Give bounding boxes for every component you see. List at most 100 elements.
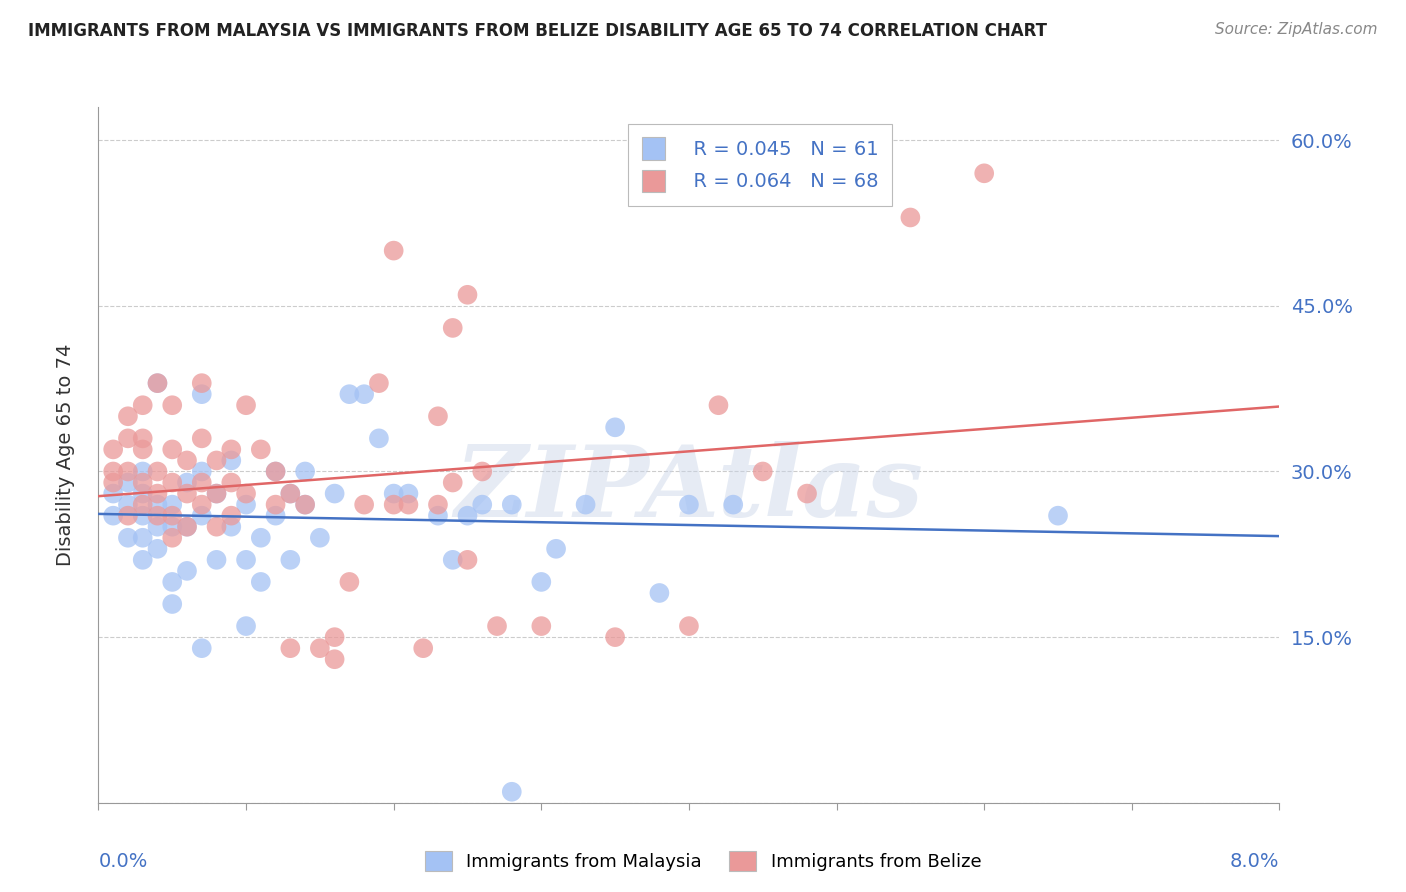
Point [441,553,464,567]
Point [471,498,494,512]
Point [396,486,419,500]
Point [146,519,169,533]
Point [162,442,183,457]
Point [162,519,183,533]
Point [176,475,198,490]
Point [117,508,139,523]
Point [146,376,169,391]
Point [264,498,287,512]
Point [162,508,183,523]
Point [485,619,508,633]
Point [176,519,198,533]
Point [176,453,198,467]
Point [605,420,627,434]
Point [191,498,214,512]
Point [162,475,183,490]
Point [103,442,125,457]
Point [205,486,228,500]
Point [456,508,478,523]
Point [323,486,346,500]
Point [278,553,302,567]
Point [456,553,478,567]
Point [162,398,183,412]
Point [162,498,183,512]
Point [205,486,228,500]
Point [132,465,155,479]
Point [103,475,125,490]
Point [278,641,302,656]
Point [103,486,125,500]
Point [367,376,389,391]
Text: 8.0%: 8.0% [1230,852,1279,871]
Text: 0.0%: 0.0% [98,852,148,871]
Point [146,508,169,523]
Point [191,376,214,391]
Point [678,619,700,633]
Point [117,465,139,479]
Point [132,442,155,457]
Point [900,211,922,225]
Point [367,431,389,445]
Point [441,321,464,335]
Point [308,641,332,656]
Point [146,498,169,512]
Point [337,387,360,401]
Point [546,541,568,556]
Point [235,498,257,512]
Point [176,486,198,500]
Point [396,498,419,512]
Legend: Immigrants from Malaysia, Immigrants from Belize: Immigrants from Malaysia, Immigrants fro… [418,844,988,879]
Point [235,486,257,500]
Point [103,508,125,523]
Point [456,287,478,301]
Point [205,519,228,533]
Point [146,541,169,556]
Point [250,531,273,545]
Point [117,498,139,512]
Point [191,508,214,523]
Point [176,519,198,533]
Point [678,498,700,512]
Point [530,574,553,589]
Point [235,553,257,567]
Text: ZIPAtlas: ZIPAtlas [454,442,924,538]
Point [103,465,125,479]
Point [751,465,773,479]
Point [308,531,332,545]
Point [605,630,627,644]
Point [219,442,242,457]
Point [337,574,360,589]
Point [471,465,494,479]
Point [117,409,139,424]
Point [117,531,139,545]
Point [973,166,995,180]
Point [426,508,449,523]
Point [146,486,169,500]
Point [721,498,744,512]
Y-axis label: Disability Age 65 to 74: Disability Age 65 to 74 [56,343,75,566]
Point [219,453,242,467]
Point [191,641,214,656]
Point [323,652,346,666]
Text: Source: ZipAtlas.com: Source: ZipAtlas.com [1215,22,1378,37]
Point [219,508,242,523]
Point [1046,508,1069,523]
Point [323,630,346,644]
Point [132,531,155,545]
Point [382,244,405,258]
Point [191,465,214,479]
Point [426,409,449,424]
Point [441,475,464,490]
Point [191,387,214,401]
Point [132,486,155,500]
Point [235,619,257,633]
Point [162,574,183,589]
Point [501,785,523,799]
Point [191,475,214,490]
Point [501,498,523,512]
Point [264,465,287,479]
Point [162,597,183,611]
Point [132,508,155,523]
Point [353,498,375,512]
Point [191,431,214,445]
